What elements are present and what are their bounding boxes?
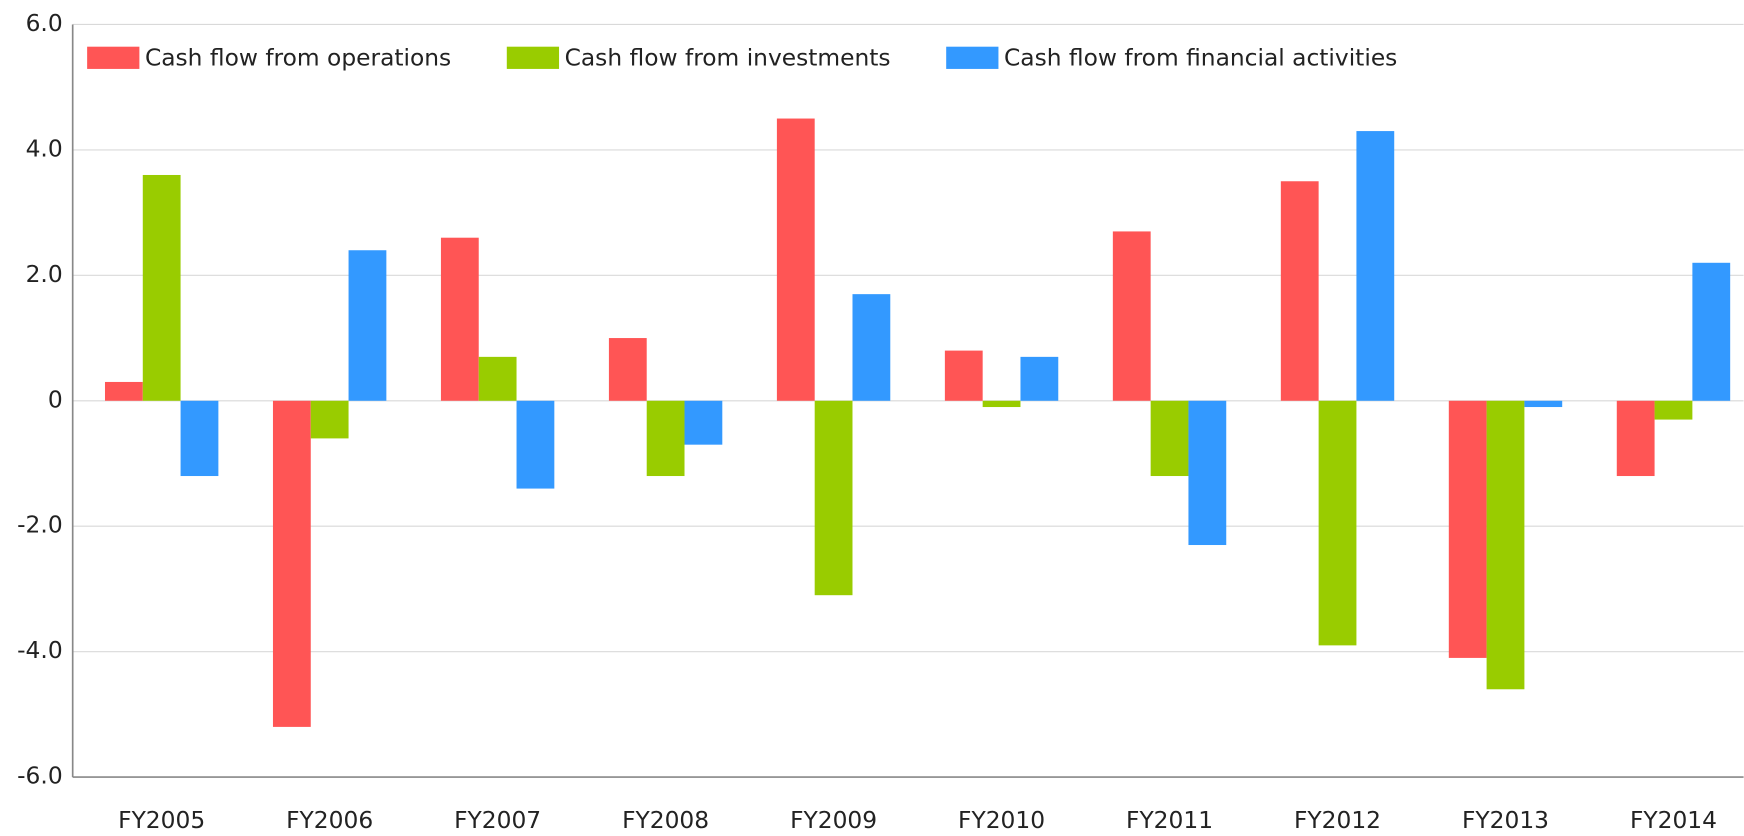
bar bbox=[1112, 231, 1151, 401]
bar bbox=[1020, 356, 1059, 401]
y-tick-label: -6.0 bbox=[17, 762, 63, 790]
y-tick-label: -4.0 bbox=[17, 636, 63, 664]
y-tick-label: 4.0 bbox=[26, 134, 63, 162]
y-tick-label: 6.0 bbox=[26, 9, 63, 37]
bar bbox=[310, 400, 349, 439]
bar bbox=[180, 400, 219, 477]
bar bbox=[1280, 181, 1319, 401]
x-tick-label: FY2009 bbox=[790, 806, 877, 834]
bar bbox=[440, 237, 479, 401]
bar bbox=[1448, 400, 1487, 658]
legend-swatch bbox=[946, 46, 999, 69]
bar bbox=[646, 400, 685, 477]
x-tick-label: FY2013 bbox=[1462, 806, 1549, 834]
bar bbox=[814, 400, 853, 596]
x-tick-label: FY2014 bbox=[1630, 806, 1717, 834]
x-tick-label: FY2008 bbox=[622, 806, 709, 834]
bar bbox=[944, 350, 983, 401]
x-tick-label: FY2006 bbox=[286, 806, 373, 834]
legend-label: Cash flow from investments bbox=[565, 43, 891, 71]
x-tick-label: FY2011 bbox=[1126, 806, 1213, 834]
bar bbox=[104, 381, 143, 401]
x-tick-label: FY2007 bbox=[454, 806, 541, 834]
y-tick-label: 2.0 bbox=[26, 260, 63, 288]
bar bbox=[982, 400, 1021, 408]
bar bbox=[852, 294, 891, 401]
bar bbox=[776, 118, 815, 401]
bar bbox=[516, 400, 555, 489]
x-tick-label: FY2012 bbox=[1294, 806, 1381, 834]
bar bbox=[1486, 400, 1525, 690]
bar bbox=[1692, 262, 1731, 401]
bar bbox=[1524, 400, 1563, 408]
bar bbox=[142, 174, 181, 401]
bar bbox=[1356, 131, 1395, 401]
bar bbox=[348, 250, 387, 401]
bar bbox=[1150, 400, 1189, 477]
bar bbox=[684, 400, 723, 445]
x-tick-label: FY2005 bbox=[118, 806, 205, 834]
bar bbox=[1654, 400, 1693, 420]
legend-swatch bbox=[87, 46, 140, 69]
bar bbox=[1616, 400, 1655, 477]
y-tick-label: -2.0 bbox=[17, 511, 63, 539]
bar bbox=[1188, 400, 1227, 546]
legend-swatch bbox=[506, 46, 560, 69]
legend-label: Cash flow from financial activities bbox=[1004, 43, 1397, 71]
bar bbox=[272, 400, 311, 727]
bar bbox=[478, 356, 517, 401]
y-tick-label: 0 bbox=[48, 385, 63, 413]
bar bbox=[608, 338, 647, 401]
legend-label: Cash flow from operations bbox=[145, 43, 451, 71]
x-tick-label: FY2010 bbox=[958, 806, 1045, 834]
bar bbox=[1318, 400, 1357, 646]
